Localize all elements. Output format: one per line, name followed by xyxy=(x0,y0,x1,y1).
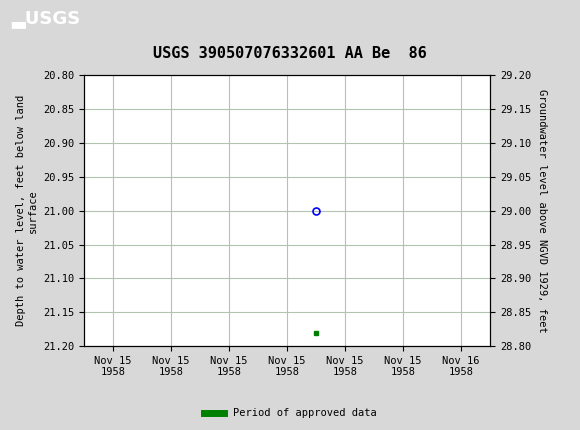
Legend: Period of approved data: Period of approved data xyxy=(200,404,380,423)
Text: ▃USGS: ▃USGS xyxy=(12,10,81,28)
Y-axis label: Depth to water level, feet below land
surface: Depth to water level, feet below land su… xyxy=(16,95,38,326)
Y-axis label: Groundwater level above NGVD 1929, feet: Groundwater level above NGVD 1929, feet xyxy=(536,89,546,332)
Text: USGS 390507076332601 AA Be  86: USGS 390507076332601 AA Be 86 xyxy=(153,46,427,61)
